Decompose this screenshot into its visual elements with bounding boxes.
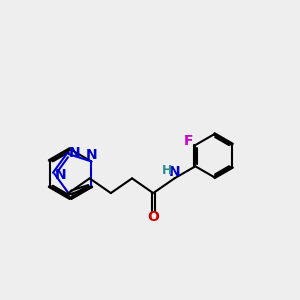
Text: N: N (85, 148, 97, 162)
Text: N: N (169, 165, 180, 179)
Text: N: N (55, 168, 67, 182)
Text: F: F (184, 134, 193, 148)
Text: H: H (162, 164, 172, 177)
Text: N: N (69, 146, 81, 160)
Text: O: O (147, 210, 159, 224)
